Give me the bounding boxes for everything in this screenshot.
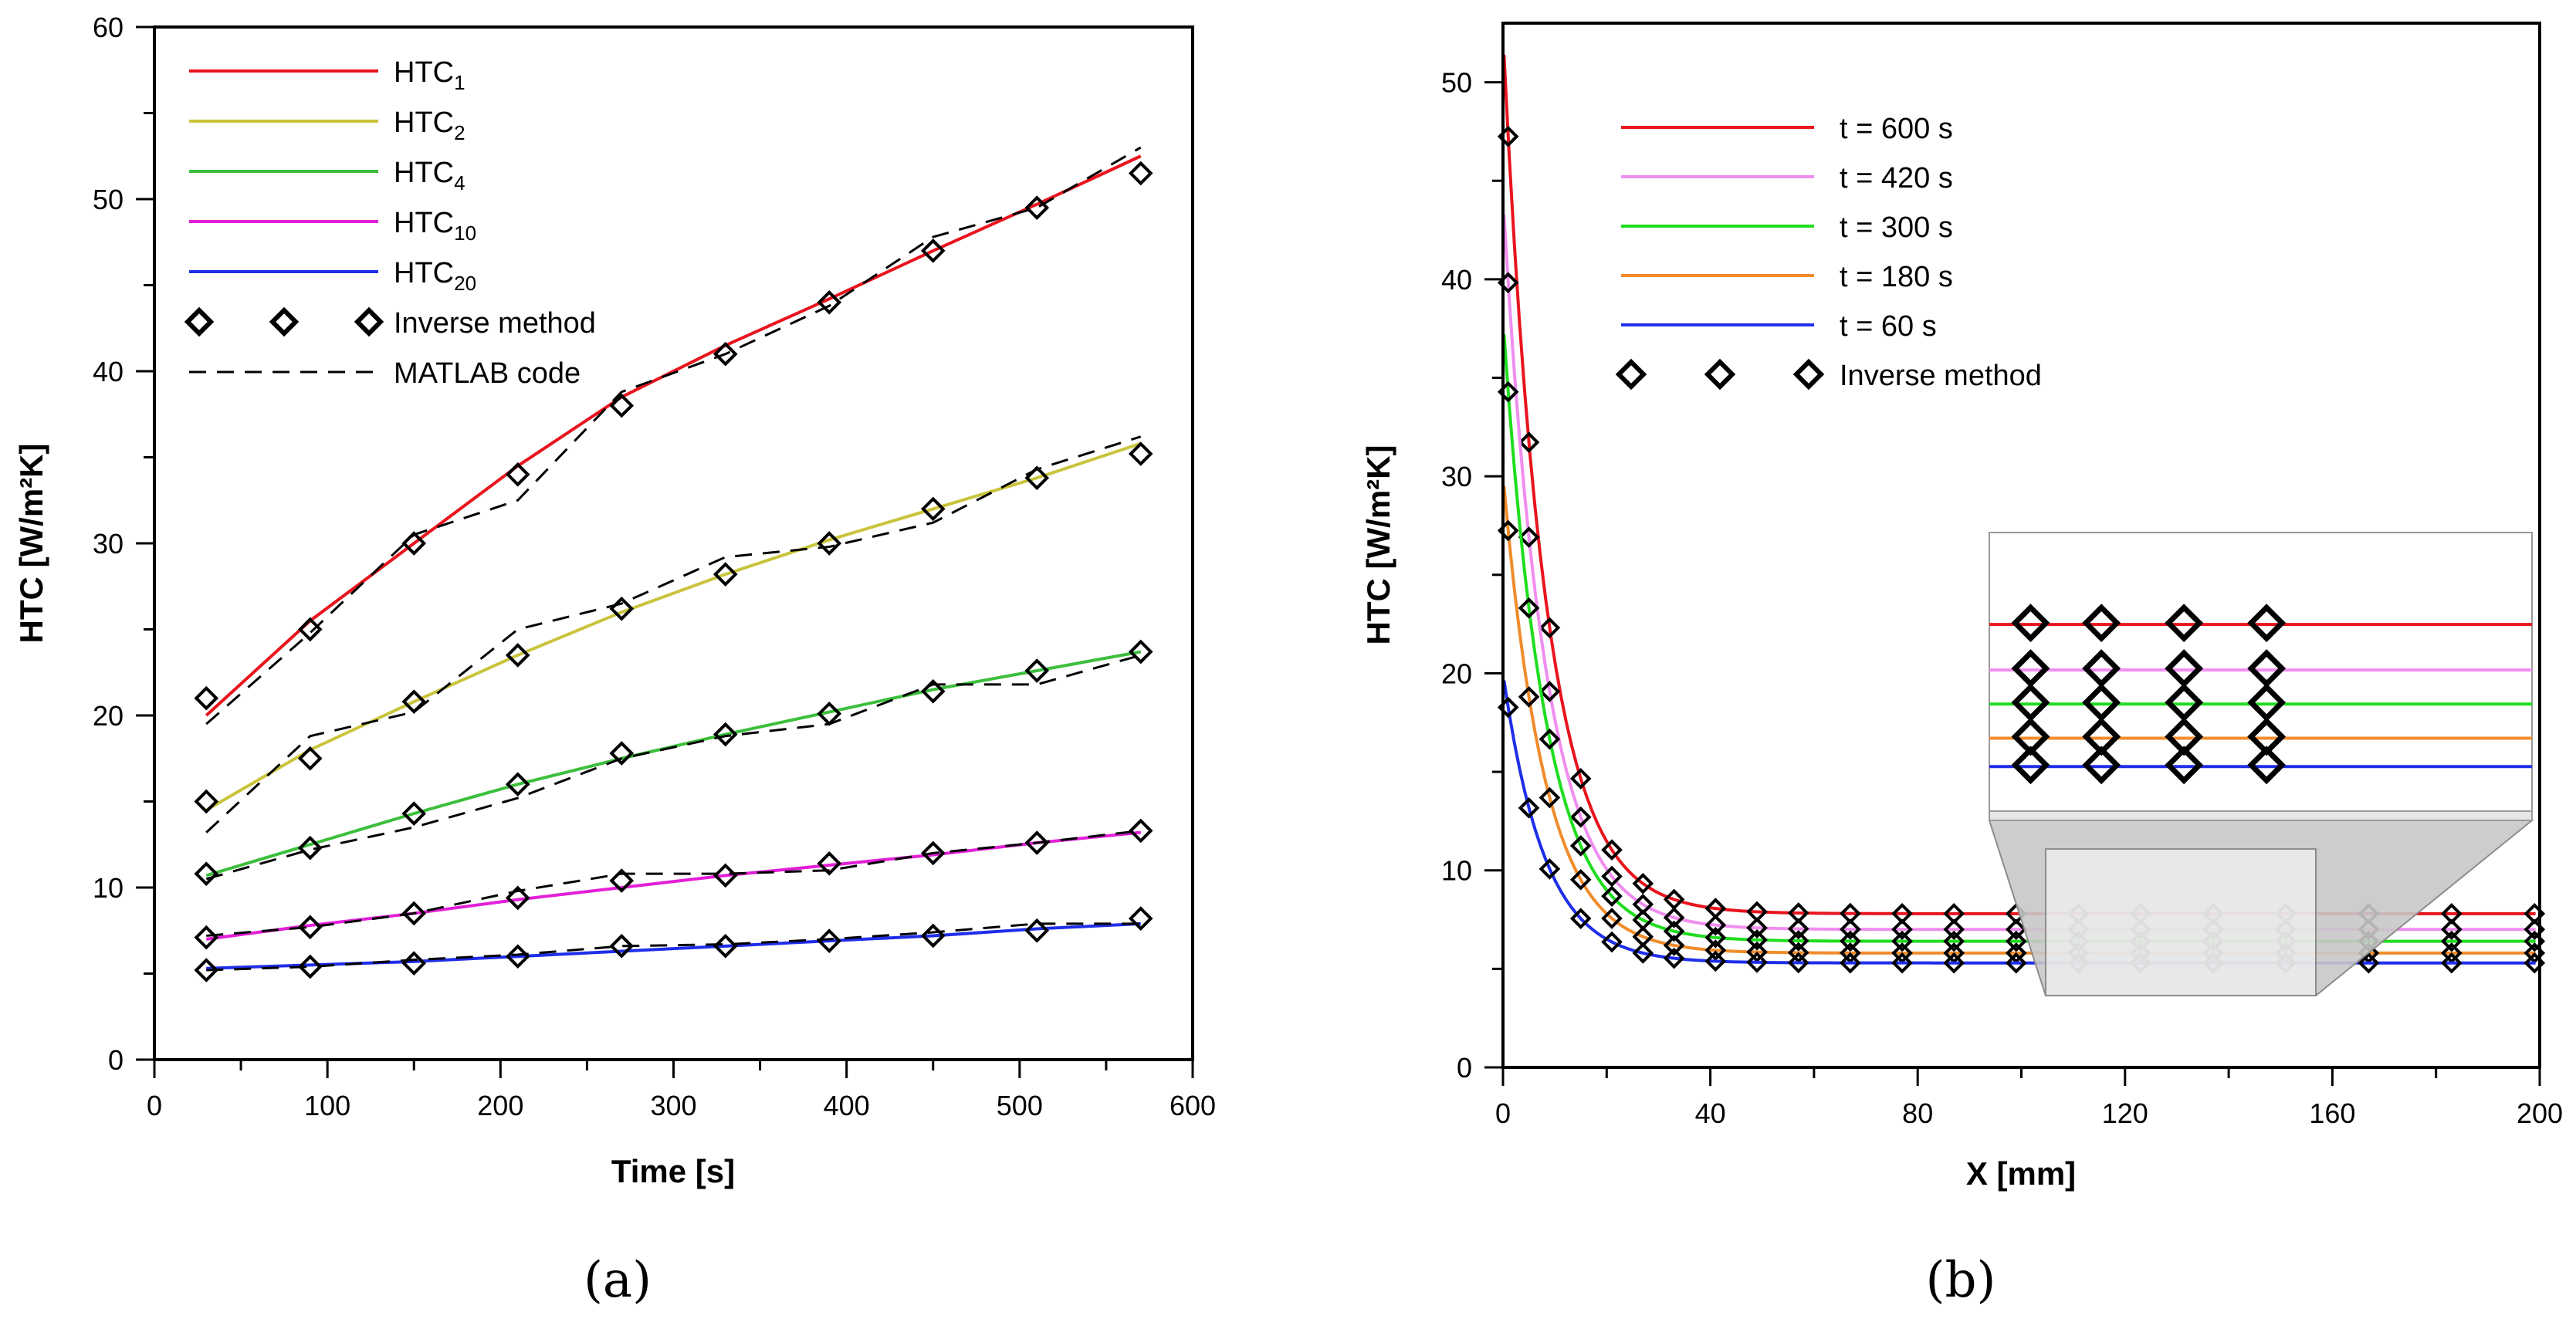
x-tick-label: 400	[824, 1090, 870, 1121]
y-tick-label: 40	[93, 356, 124, 387]
inverse-point	[196, 688, 216, 708]
y-tick-label: 0	[108, 1044, 124, 1076]
legend-label: HTC2	[394, 107, 465, 144]
panel-a-legend: HTC1HTC2HTC4HTC10HTC20Inverse methodMATL…	[188, 56, 596, 390]
panel-a-label: (a)	[584, 1252, 652, 1309]
legend-diamond	[357, 310, 381, 333]
y-tick-label: 0	[1457, 1052, 1472, 1084]
x-tick-label: 200	[2517, 1097, 2563, 1129]
legend-label-subscript: 20	[454, 272, 476, 295]
y-tick-label: 20	[1441, 658, 1472, 689]
panel-b-legend: t = 600 s t = 420 s t = 300 s t = 180 s t = …	[1619, 113, 2042, 392]
series-line-htc1	[206, 156, 1141, 715]
legend-label-base: HTC	[394, 56, 454, 89]
legend-label-subscript: 1	[454, 71, 465, 94]
legend-diamond	[1708, 362, 1732, 387]
legend-label-subscript: 10	[454, 222, 476, 245]
panel-a-frame	[154, 27, 1193, 1060]
legend-label: HTC20	[394, 257, 476, 295]
y-tick-label: 10	[93, 872, 124, 904]
series-line-htc2	[206, 444, 1141, 810]
legend-diamond	[1796, 362, 1821, 387]
legend-label: Inverse method	[394, 307, 596, 340]
legend-label-base: HTC	[394, 107, 454, 139]
matlab-line-htc1	[206, 147, 1141, 724]
x-tick-label: 80	[1902, 1097, 1933, 1129]
y-tick-label: 60	[93, 12, 124, 43]
legend-label-subscript: 4	[454, 171, 465, 194]
x-tick-label: 500	[997, 1090, 1043, 1121]
x-tick-label: 0	[1495, 1097, 1511, 1129]
figure: 0 100 200 300 400 500 6000102030405060 Time [s…	[0, 0, 2576, 1329]
inset-bottom-band	[1989, 811, 2532, 820]
legend-label: HTC4	[394, 157, 465, 194]
legend-label-base: HTC	[394, 157, 454, 189]
legend-diamond	[188, 310, 211, 333]
x-tick-label: 300	[650, 1090, 696, 1121]
panel-a-xlabel: Time [s]	[611, 1153, 735, 1189]
x-tick-label: 100	[304, 1090, 350, 1121]
legend-diamond	[1619, 362, 1643, 387]
matlab-line-htc4	[206, 655, 1141, 879]
y-tick-label: 30	[93, 528, 124, 560]
legend-label: HTC1	[394, 56, 465, 94]
panel-b-inset	[1989, 533, 2532, 996]
legend-label: t = 300 s	[1840, 211, 1953, 244]
series-line-htc20	[206, 924, 1141, 969]
x-tick-label: 600	[1170, 1090, 1216, 1121]
x-tick-label: 0	[147, 1090, 162, 1121]
x-tick-label: 40	[1695, 1097, 1726, 1129]
zoom-region	[2046, 849, 2316, 996]
panel-a: 0 100 200 300 400 500 600 0 10 20 30 40 50 60 Time [s…	[13, 12, 1216, 1309]
legend-label: t = 180 s	[1840, 261, 1953, 293]
legend-label: MATLAB code	[394, 357, 581, 390]
y-tick-label: 50	[1441, 67, 1472, 99]
legend-label-base: HTC	[394, 257, 454, 289]
legend-label: Inverse method	[1840, 360, 2042, 392]
y-tick-label: 10	[1441, 855, 1472, 887]
panel-b: 0 40 80 120 160 200 0 10 20 30 40 50 X [mm] HTC [W/…	[1360, 23, 2563, 1309]
legend-label: t = 60 s	[1840, 310, 1937, 343]
legend-diamond	[272, 310, 296, 333]
y-tick-label: 30	[1441, 461, 1472, 492]
x-tick-label: 160	[2309, 1097, 2355, 1129]
panel-b-xlabel: X [mm]	[1966, 1155, 2076, 1192]
panel-b-ylabel: HTC [W/m²K]	[1360, 445, 1396, 645]
inverse-point	[1131, 820, 1151, 840]
panel-b-label: (b)	[1926, 1252, 1996, 1309]
inverse-point	[1131, 164, 1151, 184]
legend-label: HTC10	[394, 207, 476, 245]
x-tick-label: 120	[2102, 1097, 2148, 1129]
legend-label: t = 420 s	[1840, 162, 1953, 194]
y-tick-label: 40	[1441, 264, 1472, 296]
x-tick-label: 200	[477, 1090, 523, 1121]
y-tick-label: 20	[93, 700, 124, 732]
legend-label: t = 600 s	[1840, 113, 1953, 145]
legend-label-base: HTC	[394, 207, 454, 239]
legend-label-subscript: 2	[454, 121, 465, 144]
panel-a-ylabel: HTC [W/m²K]	[13, 444, 49, 644]
matlab-line-htc2	[206, 437, 1141, 833]
y-tick-label: 50	[93, 184, 124, 215]
